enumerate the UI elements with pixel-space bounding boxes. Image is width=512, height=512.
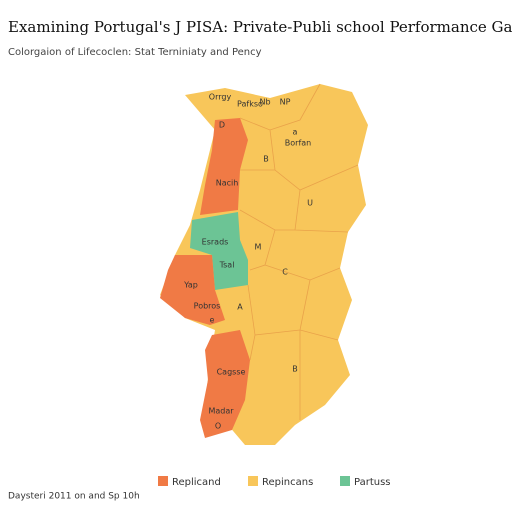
region-label: M	[255, 243, 262, 252]
region	[200, 118, 248, 215]
region-label: Pafkso	[237, 100, 263, 109]
legend-swatch	[248, 476, 258, 486]
region-label: Nb	[259, 98, 270, 107]
region-label: B	[292, 365, 298, 374]
region-label: Nacih	[216, 179, 239, 188]
legend-label: Replicand	[172, 477, 221, 488]
region-label: a	[293, 128, 298, 137]
title: Examining Portugal's J PISA: Private-Pub…	[8, 18, 512, 36]
region	[160, 255, 225, 325]
region-label: U	[307, 199, 313, 208]
region-label: C	[282, 268, 288, 277]
region-label: Yap	[183, 281, 198, 290]
region-label: NP	[280, 98, 291, 107]
legend-label: Partuss	[354, 477, 391, 488]
region-label: A	[237, 303, 243, 312]
region-label: Pobros	[194, 302, 221, 311]
legend-swatch	[158, 476, 168, 486]
region-label: Esrads	[202, 238, 229, 247]
region-label: Orrgy	[209, 93, 232, 102]
region	[190, 212, 248, 290]
legend-label: Repincans	[262, 477, 313, 488]
borders	[239, 83, 359, 420]
subtitle: Colorgaion of Lifecoclen: Stat Terniniat…	[8, 47, 262, 58]
region-label: Tsal	[219, 261, 235, 270]
region-label: Borfan	[285, 139, 311, 148]
region-label: Madar	[208, 407, 234, 416]
region-label: O	[215, 422, 221, 431]
region-label: B	[263, 155, 269, 164]
region-label: e	[210, 316, 215, 325]
region	[200, 330, 250, 438]
map	[160, 83, 368, 445]
legend: Replicand Repincans Partuss	[158, 476, 391, 488]
legend-swatch	[340, 476, 350, 486]
region-label: D	[219, 121, 225, 130]
footer-note: Daysteri 2011 on and Sp 10h	[8, 492, 140, 502]
region-label: Cagsse	[217, 368, 246, 377]
